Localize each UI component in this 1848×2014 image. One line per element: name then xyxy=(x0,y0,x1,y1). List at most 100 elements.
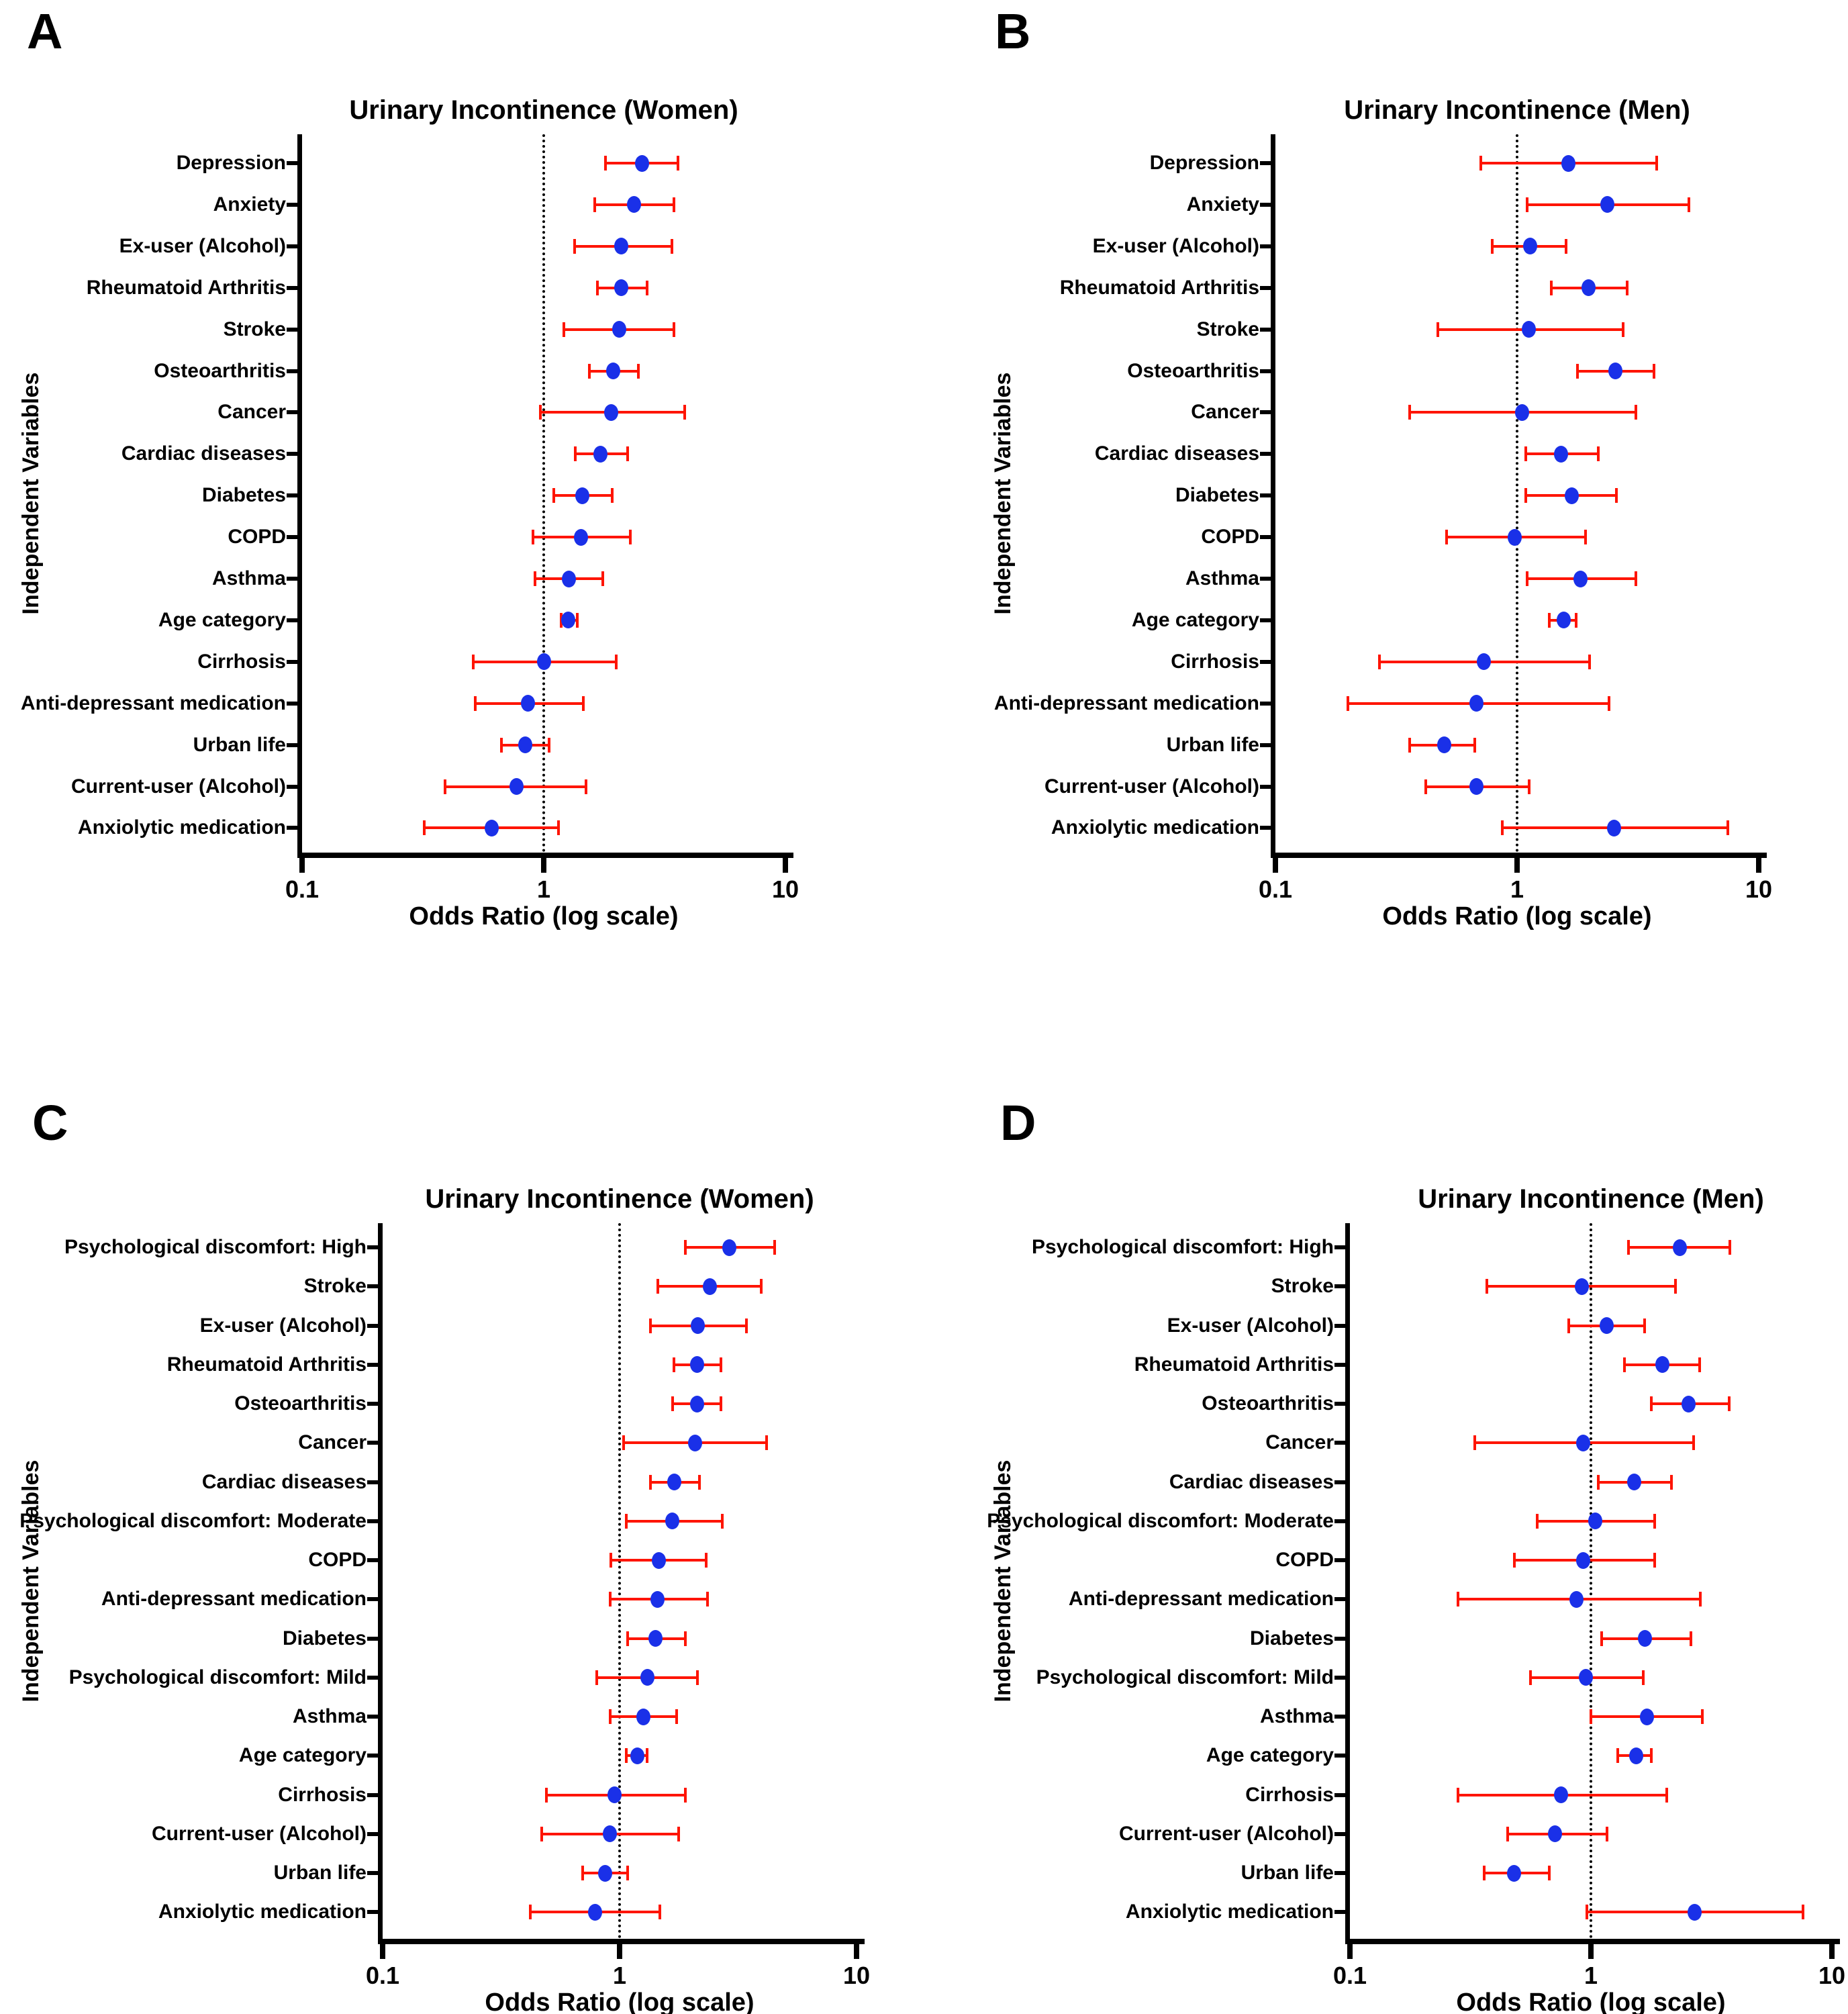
ci-cap-high xyxy=(1673,1279,1677,1294)
category-tick xyxy=(287,701,297,706)
category-label: Psychological discomfort: High xyxy=(64,1236,367,1258)
or-point xyxy=(1576,1434,1591,1451)
x-tick-label: 0.1 xyxy=(285,875,320,903)
category-label: Current-user (Alcohol) xyxy=(1118,1822,1334,1845)
ci-cap-low xyxy=(573,238,576,254)
or-point xyxy=(1553,445,1568,463)
ci-cap-high xyxy=(1699,1592,1702,1607)
ci-cap-high xyxy=(745,1318,748,1333)
ci-cap-low xyxy=(573,446,577,462)
ci-cap-high xyxy=(1687,197,1690,212)
ci-cap-low xyxy=(595,1670,598,1685)
category-tick xyxy=(287,369,297,373)
ci-cap-low xyxy=(1585,1905,1588,1920)
ci-cap-low xyxy=(1525,197,1528,212)
category-tick xyxy=(287,285,297,290)
x-axis-tick xyxy=(541,858,546,873)
or-point xyxy=(603,1825,618,1843)
ci-cap-low xyxy=(422,820,426,836)
category-label: Rheumatoid Arthritis xyxy=(1059,276,1259,299)
ci-cap-low xyxy=(656,1279,659,1294)
category-tick xyxy=(1334,1441,1345,1445)
x-tick-label: 10 xyxy=(1818,1962,1846,1989)
reference-line xyxy=(1516,134,1518,853)
category-label: COPD xyxy=(308,1549,367,1571)
category-tick xyxy=(367,1441,378,1445)
ci-cap-high xyxy=(1727,1396,1731,1411)
ci-cap-low xyxy=(471,654,475,669)
or-point xyxy=(1569,1590,1584,1608)
ci-cap-low xyxy=(625,1748,628,1764)
ci-cap-high xyxy=(646,1748,649,1764)
ci-cap-low xyxy=(649,1318,652,1333)
ci-cap-low xyxy=(1479,156,1483,171)
or-point xyxy=(614,279,629,297)
ci-cap-high xyxy=(672,322,675,337)
ci-cap-high xyxy=(1698,1357,1701,1372)
ci-cap-low xyxy=(1491,238,1494,254)
ci-cap-high xyxy=(637,363,640,379)
ci-cap-high xyxy=(1653,1513,1657,1529)
category-tick xyxy=(1334,1284,1345,1289)
or-point xyxy=(485,819,499,836)
category-tick xyxy=(1260,659,1271,664)
category-tick xyxy=(367,1362,378,1367)
category-label: Stroke xyxy=(1196,318,1259,340)
or-point xyxy=(520,695,535,712)
category-label: Anxiolytic medication xyxy=(1125,1901,1334,1923)
category-label: Urban life xyxy=(193,733,286,756)
or-point xyxy=(575,487,589,504)
category-tick xyxy=(287,493,297,498)
or-point xyxy=(1599,1317,1614,1334)
category-label: Current-user (Alcohol) xyxy=(151,1822,367,1845)
category-tick xyxy=(367,1715,378,1719)
ci-cap-low xyxy=(1590,1709,1592,1724)
category-label: Anxiolytic medication xyxy=(1051,816,1259,839)
category-tick xyxy=(1334,1519,1345,1523)
or-point xyxy=(607,1786,622,1803)
category-label: Cancer xyxy=(298,1431,367,1454)
category-label: Psychological discomfort: Mild xyxy=(68,1666,367,1688)
x-axis-line xyxy=(1345,1939,1840,1944)
or-point xyxy=(1477,653,1492,671)
category-label: Cancer xyxy=(217,401,286,424)
category-tick xyxy=(367,1675,378,1680)
x-tick-label: 1 xyxy=(612,1962,627,1989)
ci-cap-high xyxy=(547,737,550,753)
or-point xyxy=(1548,1825,1563,1843)
ci-cap-high xyxy=(1729,1240,1732,1255)
category-label: Rheumatoid Arthritis xyxy=(86,276,286,299)
or-point xyxy=(691,1317,706,1334)
or-point xyxy=(1553,1786,1568,1803)
or-point xyxy=(1561,154,1575,172)
category-tick xyxy=(1260,369,1271,373)
category-label: Depression xyxy=(176,152,286,174)
category-label: Cirrhosis xyxy=(197,650,286,673)
category-label: Anti-depressant medication xyxy=(101,1588,367,1611)
category-label: Cancer xyxy=(1265,1431,1334,1454)
ci-cap-low xyxy=(625,1513,628,1529)
category-tick xyxy=(1334,1323,1345,1328)
x-tick-label: 0.1 xyxy=(1332,1962,1367,1989)
category-tick xyxy=(1334,1636,1345,1641)
or-point xyxy=(1557,612,1571,629)
category-tick xyxy=(1260,742,1271,747)
ci-cap-low xyxy=(603,156,607,171)
x-axis-tick xyxy=(1514,858,1520,873)
x-axis-tick xyxy=(1347,1944,1353,1959)
ci-cap-high xyxy=(1670,1474,1673,1490)
or-point xyxy=(612,321,626,338)
ci-cap-high xyxy=(659,1905,662,1920)
panel-title: Urinary Incontinence (Women) xyxy=(349,95,738,125)
ci-cap-low xyxy=(539,405,542,420)
category-label: Osteoarthritis xyxy=(154,359,286,382)
category-label: Cardiac diseases xyxy=(1169,1470,1334,1493)
ci-cap-high xyxy=(675,1709,678,1724)
category-label: Stroke xyxy=(1271,1275,1334,1298)
ci-cap-high xyxy=(1634,571,1637,586)
ci-cap-low xyxy=(673,1357,676,1372)
ci-cap-high xyxy=(677,1826,680,1841)
ci-cap-low xyxy=(1649,1396,1653,1411)
category-tick xyxy=(367,1597,378,1602)
category-label: Age category xyxy=(1131,608,1259,631)
